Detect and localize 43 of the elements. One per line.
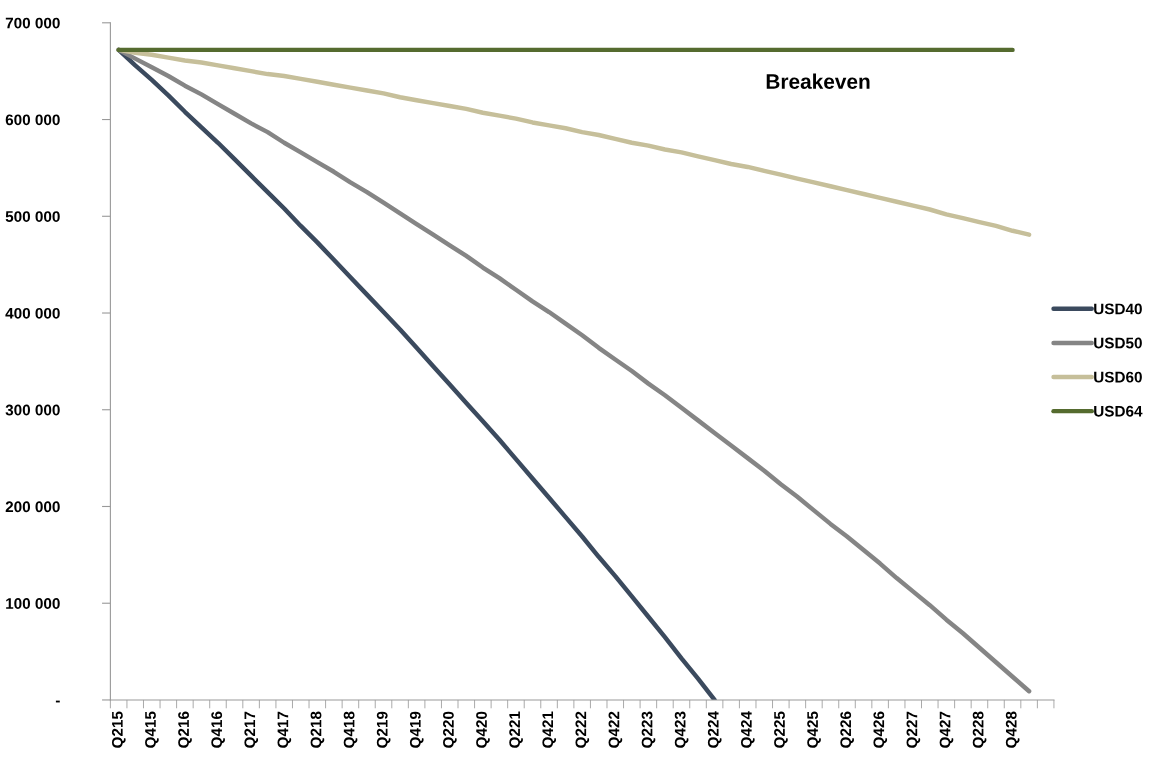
y-tick-label: 200 000 [5,501,60,513]
y-tick-label: 600 000 [5,114,60,126]
x-tick-label: Q225 [774,711,788,748]
x-tick-label: Q226 [840,711,854,748]
y-tick-label: 400 000 [5,307,60,319]
y-tick-label: 300 000 [5,404,60,416]
annotation: Breakeven [766,73,870,89]
x-tick-label: Q424 [740,711,755,748]
legend-label: USD64 [1094,405,1143,417]
x-tick-label: Q422 [608,711,623,748]
x-tick-label: Q218 [310,711,325,748]
x-tick-label: Q427 [939,711,954,748]
legend-label: USD50 [1094,337,1142,349]
x-tick-label: Q418 [343,711,358,748]
legend-label: USD40 [1094,303,1142,315]
x-tick-label: Q417 [277,711,292,748]
x-tick-label: Q428 [1005,711,1020,748]
x-tick-label: Q215 [111,711,126,748]
x-tick-label: Q222 [575,711,590,748]
x-tick-label: Q220 [443,711,457,748]
x-tick-label: Q416 [211,711,225,748]
x-tick-label: Q420 [476,711,490,748]
x-tick-label: Q425 [807,711,821,748]
line-series [116,47,1032,694]
y-tick-label: 500 000 [5,211,60,222]
x-tick-label: Q421 [542,711,557,748]
y-tick-label: 100 000 [6,598,60,609]
x-tick-label: Q423 [674,711,689,748]
legend-label: USD60 [1094,371,1142,383]
x-tick-label: Q221 [509,711,523,748]
x-tick-label: Q217 [244,711,259,748]
x-tick-label: Q223 [641,711,656,748]
y-tick-label: - [55,700,60,703]
x-tick-label: Q415 [145,711,159,748]
y-tick-label: 700 000 [5,17,60,29]
x-tick-label: Q216 [178,711,192,748]
x-tick-label: Q227 [906,711,921,748]
x-tick-label: Q224 [707,711,722,748]
x-tick-label: Q419 [409,711,424,748]
x-tick-label: Q228 [972,711,987,748]
line-series [116,47,1032,237]
x-tick-label: Q426 [873,711,888,748]
x-tick-label: Q219 [376,711,391,748]
